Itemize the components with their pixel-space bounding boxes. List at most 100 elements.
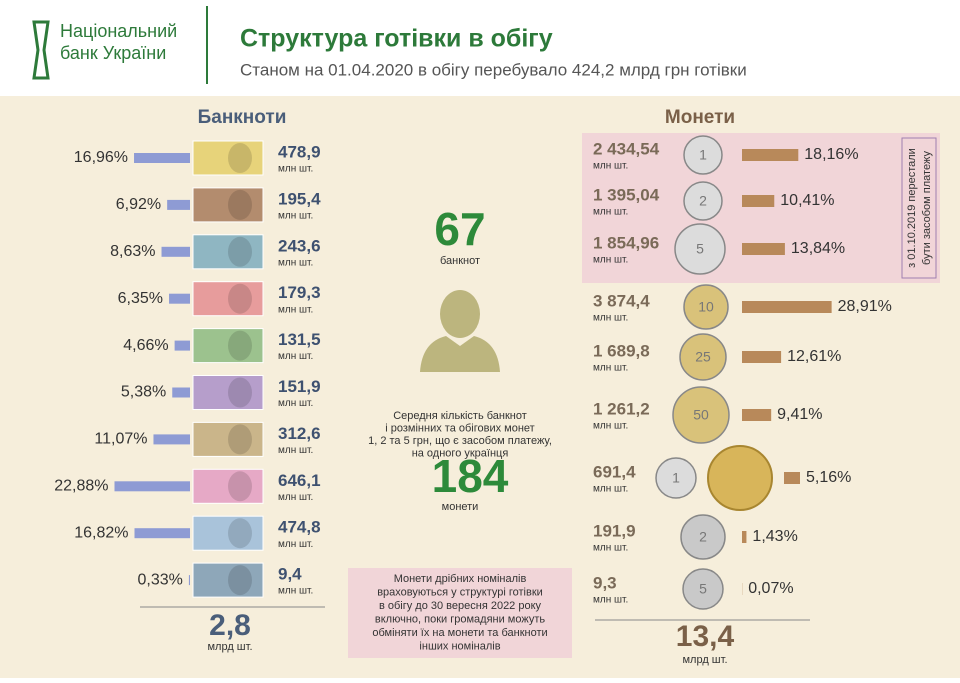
bar [134, 153, 190, 163]
bar [742, 409, 771, 421]
share-label: 1,43% [752, 528, 797, 545]
bar [172, 388, 190, 398]
unit: млн шт. [278, 164, 313, 175]
unit: млн шт. [593, 595, 628, 606]
unit: млн шт. [593, 484, 628, 495]
count: 478,9 [278, 142, 321, 161]
count: 474,8 [278, 518, 321, 537]
count: 1 854,96 [593, 233, 659, 252]
share-label: 6,35% [118, 290, 163, 307]
note-text: враховуються у структурі готівки [377, 586, 543, 598]
section-title: Банкноти [198, 107, 287, 128]
bar [742, 149, 798, 161]
banknote-portrait [228, 471, 252, 501]
side-note: бути засобом платежу [921, 151, 933, 265]
bar [169, 294, 190, 304]
count: 195,4 [278, 189, 321, 208]
unit: млн шт. [593, 255, 628, 266]
share-label: 5,16% [806, 469, 851, 486]
banknote-portrait [228, 143, 252, 173]
unit: млн шт. [278, 351, 313, 362]
bar [742, 195, 774, 207]
banknote-portrait [228, 190, 252, 220]
unit: млн шт. [278, 586, 313, 597]
share-label: 0,33% [138, 571, 183, 588]
bar [114, 481, 190, 491]
unit: млн шт. [593, 543, 628, 554]
bar [162, 247, 190, 257]
coin-denomination: 25 [695, 349, 711, 365]
coin-denomination: 1 [699, 147, 707, 163]
total-unit: млрд шт. [682, 654, 727, 666]
count: 1 261,2 [593, 399, 650, 418]
section-title: Монети [665, 107, 735, 128]
count: 312,6 [278, 424, 321, 443]
coin-total: 13,4 [676, 620, 735, 653]
coin-denomination: 5 [696, 241, 704, 257]
unit: млн шт. [278, 492, 313, 503]
share-label: 9,41% [777, 406, 822, 423]
count: 1 395,04 [593, 185, 660, 204]
share-label: 4,66% [123, 337, 168, 354]
bar [134, 528, 190, 538]
share-label: 16,82% [74, 524, 128, 541]
center-text: і розмінних та обігових монет [385, 422, 534, 434]
note-text: інших номіналів [419, 640, 500, 652]
unit: млн шт. [278, 211, 313, 222]
share-label: 5,38% [121, 384, 166, 401]
count: 151,9 [278, 377, 321, 396]
unit: млн шт. [278, 398, 313, 409]
coin-denomination: 10 [698, 299, 714, 315]
share-label: 12,61% [787, 348, 841, 365]
logo-text: банк України [60, 43, 166, 63]
banknote-portrait [228, 518, 252, 548]
banknote-total: 2,8 [209, 609, 251, 642]
count: 9,4 [278, 565, 302, 584]
bar [742, 243, 785, 255]
unit: млн шт. [278, 445, 313, 456]
bar [742, 531, 746, 543]
count: 9,3 [593, 573, 617, 592]
count: 646,1 [278, 471, 321, 490]
banknote-portrait [228, 237, 252, 267]
banknote-count: 67 [434, 203, 485, 255]
unit: млн шт. [593, 363, 628, 374]
count: 3 874,4 [593, 291, 650, 310]
share-label: 18,16% [804, 146, 858, 163]
coin-denomination: 5 [699, 581, 707, 597]
banknote-portrait [228, 331, 252, 361]
title: Структура готівки в обігу [240, 25, 553, 53]
share-label: 6,92% [116, 196, 161, 213]
coin-denomination: 2 [699, 529, 707, 545]
bar [175, 341, 190, 351]
bar [742, 301, 832, 313]
bar [153, 434, 190, 444]
coin-denomination: 2 [699, 193, 707, 209]
count: 1 689,8 [593, 341, 650, 360]
bar [189, 575, 190, 585]
count: 131,5 [278, 330, 321, 349]
banknote-portrait [228, 284, 252, 314]
unit: млн шт. [278, 257, 313, 268]
count: 2 434,54 [593, 139, 660, 158]
total-unit: млрд шт. [207, 641, 252, 653]
share-label: 13,84% [791, 240, 845, 257]
logo-text: Національний [60, 21, 177, 41]
banknote-portrait [228, 565, 252, 595]
unit: млн шт. [278, 539, 313, 550]
count: 191,9 [593, 521, 636, 540]
share-label: 8,63% [110, 243, 155, 260]
share-label: 22,88% [54, 478, 108, 495]
note-text: включно, поки громадяни можуть [375, 613, 545, 625]
share-label: 10,41% [780, 192, 834, 209]
unit: млн шт. [593, 207, 628, 218]
bar [742, 351, 781, 363]
banknote-label: банкнот [440, 255, 480, 267]
banknote-portrait [228, 424, 252, 454]
share-label: 28,91% [838, 298, 892, 315]
coin-denomination: 1 [672, 470, 680, 486]
count: 179,3 [278, 283, 321, 302]
bar [167, 200, 190, 210]
note-text: Монети дрібних номіналів [394, 573, 527, 585]
